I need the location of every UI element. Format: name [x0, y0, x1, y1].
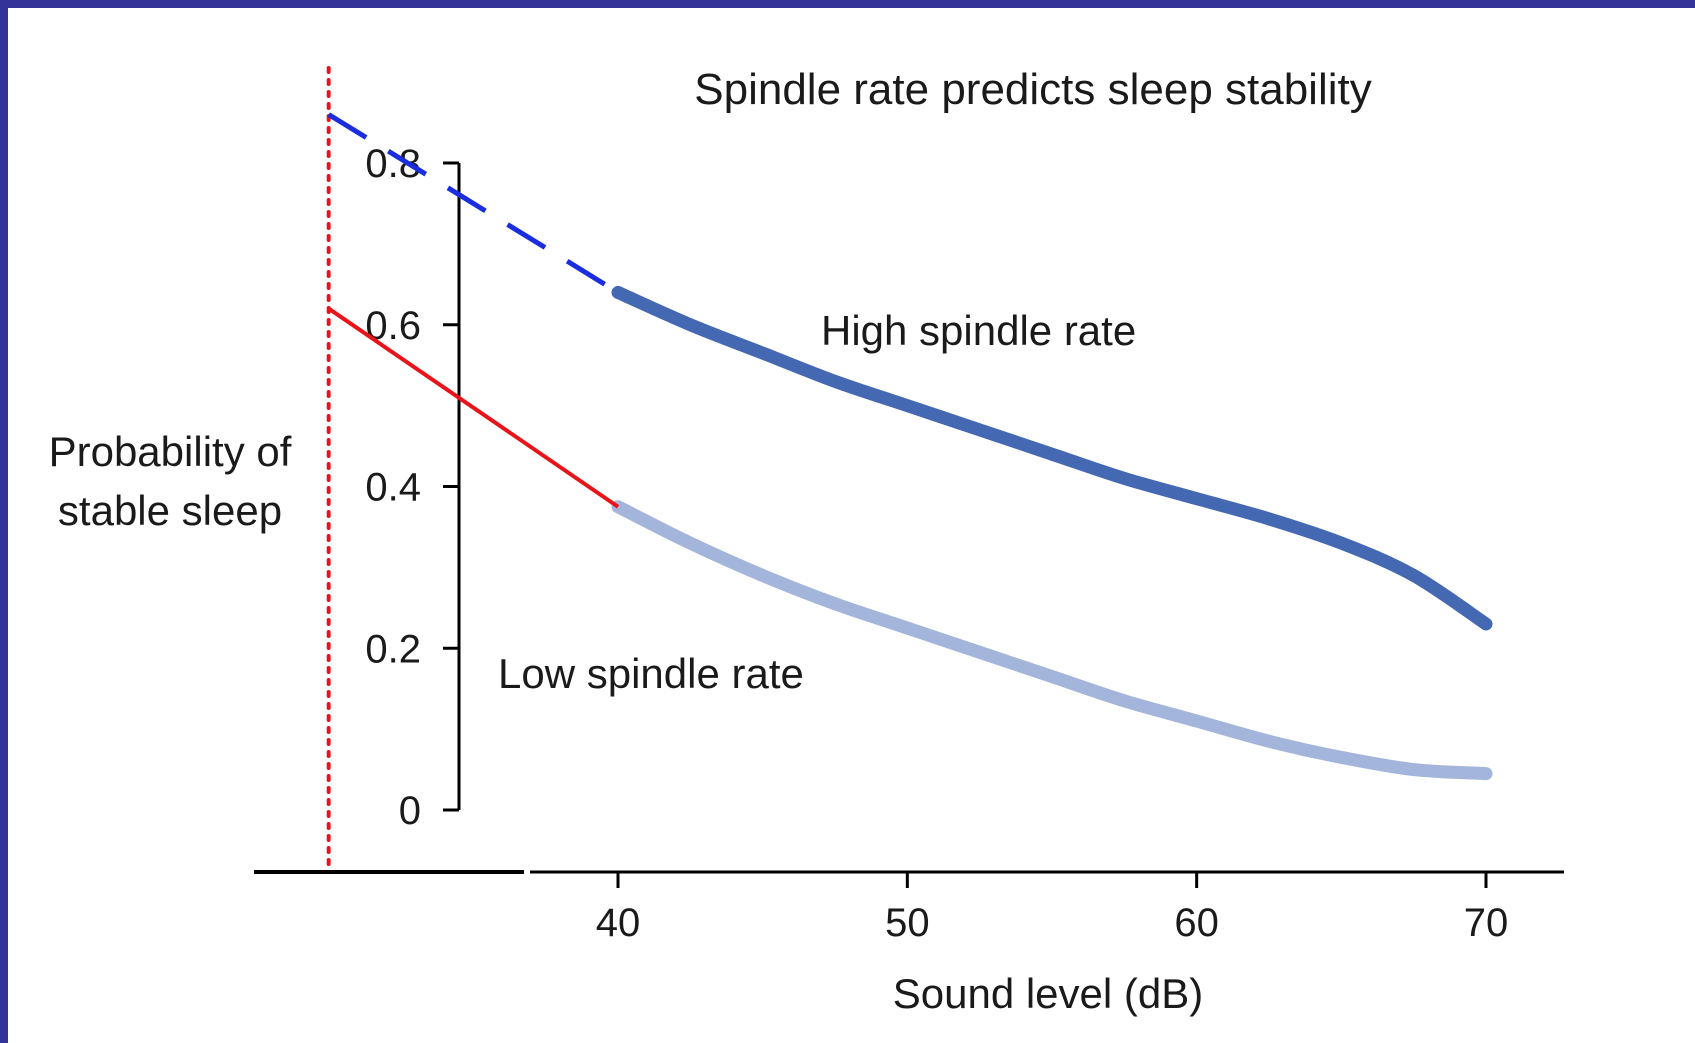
- high-spindle-extrapolation-line: [327, 112, 620, 295]
- series-label-low: Low spindle rate: [498, 650, 804, 697]
- series-line-high-spindle: [611, 285, 1493, 631]
- x-tick-label: 40: [596, 901, 641, 945]
- x-axis-label: Sound level (dB): [893, 970, 1204, 1017]
- series-line-low-spindle: [611, 500, 1493, 781]
- x-tick-label: 70: [1464, 901, 1509, 945]
- series-label-high: High spindle rate: [821, 307, 1136, 354]
- chart-title: Spindle rate predicts sleep stability: [694, 65, 1371, 114]
- y-tick-label: 0.2: [365, 627, 421, 671]
- y-axis-label-line-1: Probability of: [49, 428, 292, 475]
- x-tick-label: 60: [1174, 901, 1219, 945]
- y-tick-label: 0.4: [365, 466, 421, 510]
- chart: Spindle rate predicts sleep stability Pr…: [49, 65, 1564, 1017]
- slide-frame: Spindle rate predicts sleep stability Pr…: [8, 8, 1695, 1043]
- x-tick-label: 50: [885, 901, 930, 945]
- low-spindle-extrapolation-line: [327, 306, 620, 509]
- y-tick-label: 0: [399, 789, 421, 833]
- y-axis-label-line-2: stable sleep: [58, 487, 282, 534]
